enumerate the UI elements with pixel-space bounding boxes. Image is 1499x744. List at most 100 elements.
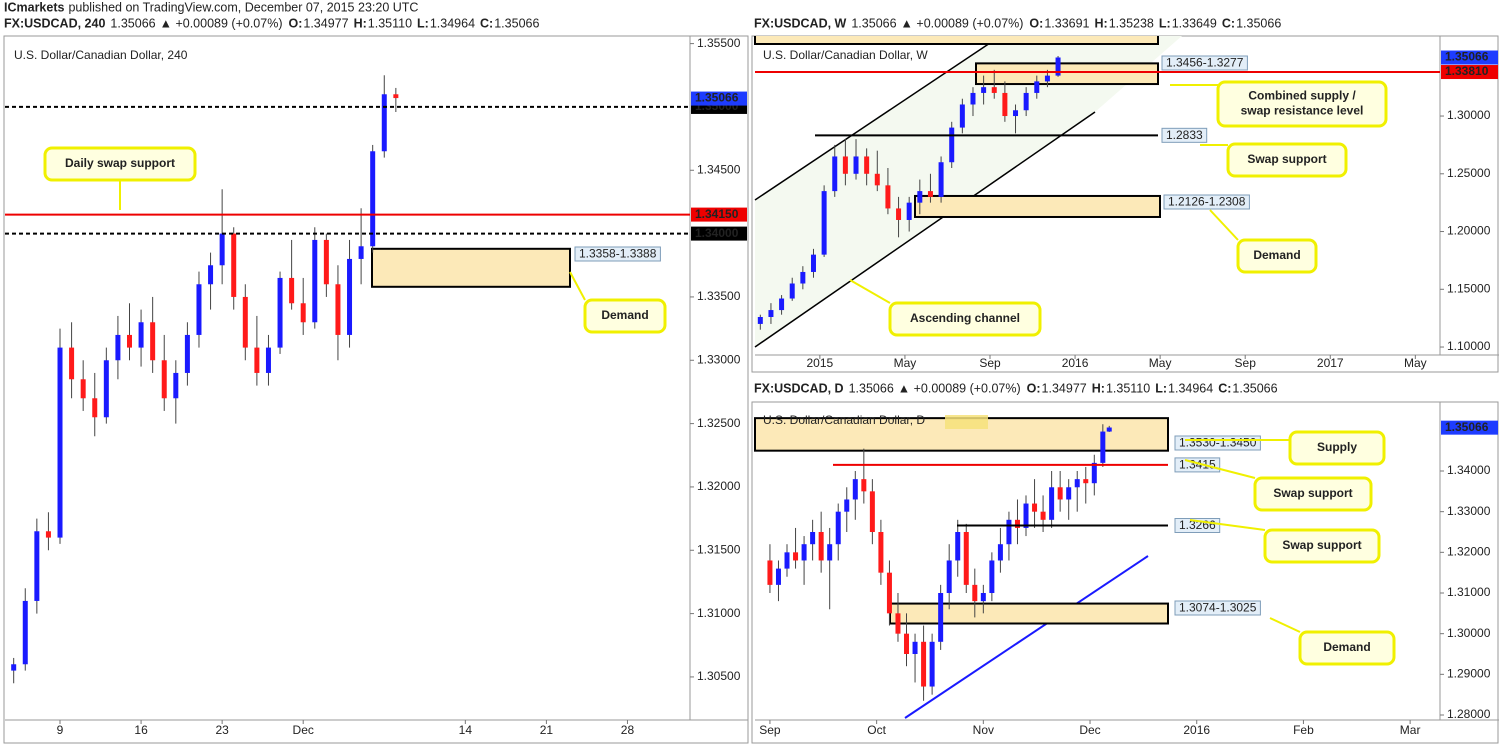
- x-tick-label: 28: [621, 723, 635, 737]
- publisher-brand: ICmarkets: [4, 0, 64, 14]
- candle-body: [835, 511, 841, 545]
- zone: [889, 602, 1169, 625]
- y-tick-label: 1.32000: [1447, 545, 1491, 559]
- trend-line: [904, 555, 1149, 719]
- candle-body: [150, 322, 156, 361]
- level-price-box: [691, 226, 747, 241]
- callout-box: [1226, 142, 1348, 178]
- y-tick-label: 1.33000: [1447, 504, 1491, 518]
- x-tick-label: May: [1404, 356, 1427, 370]
- callout-box: [1216, 80, 1388, 128]
- candle-body: [949, 127, 955, 163]
- candle-body: [1083, 479, 1089, 484]
- candle-body: [11, 664, 17, 671]
- candle-body: [912, 641, 918, 655]
- candle-body: [885, 185, 891, 209]
- y-tick-label: 1.34000: [1447, 463, 1491, 477]
- candle-body: [886, 572, 892, 614]
- last-price-label: 1.35066: [695, 91, 739, 105]
- candle-body: [980, 593, 986, 602]
- x-tick-label: May: [894, 356, 917, 370]
- zone-label-box: [1163, 194, 1250, 210]
- ohlc-label: H:: [1095, 16, 1108, 30]
- candle-body: [801, 544, 807, 561]
- y-tick-label: 1.32000: [697, 479, 741, 493]
- candle-body: [946, 560, 952, 594]
- candle-body: [991, 87, 997, 93]
- candle-body: [1032, 503, 1038, 512]
- x-tick-label: 9: [57, 723, 64, 737]
- callout-box: [1263, 528, 1381, 564]
- x-tick-label: 2017: [1317, 356, 1344, 370]
- zone-label-box: [1161, 55, 1248, 71]
- candle-body: [827, 544, 833, 561]
- change: ▲ +0.00089 (+0.07%): [901, 16, 1024, 30]
- candle-body: [1049, 487, 1055, 520]
- callout-text: Demand: [601, 308, 648, 322]
- candle-body: [92, 398, 98, 418]
- candle-body: [1066, 487, 1072, 500]
- ohlc-value: 1.33691: [1044, 16, 1089, 30]
- ohlc-value: 1.34964: [1168, 381, 1213, 395]
- ohlc-value: 1.34977: [1042, 381, 1087, 395]
- zone-label: 1.2126-1.2308: [1168, 195, 1246, 209]
- ohlc-label: L:: [1159, 16, 1171, 30]
- candle-body: [22, 600, 28, 665]
- level-price-box: [1441, 65, 1498, 80]
- ohlc-label: H:: [1092, 381, 1105, 395]
- ohlc-label: H:: [354, 16, 367, 30]
- candle-body: [219, 233, 225, 266]
- candle-body: [997, 544, 1003, 561]
- candle-body: [784, 552, 790, 569]
- candle-body: [184, 334, 190, 373]
- candle-body: [818, 532, 824, 561]
- candle-body: [938, 593, 944, 642]
- plot-area: [11, 75, 571, 684]
- x-tick-label: Mar: [1400, 723, 1421, 737]
- candle-body: [775, 568, 781, 585]
- candle-body: [265, 347, 271, 373]
- level-price-label: 1.34150: [695, 207, 739, 221]
- candle-body: [126, 334, 132, 348]
- callout-pointer: [569, 271, 586, 301]
- callout-text: Demand: [1253, 248, 1300, 262]
- y-tick-label: 1.30000: [1447, 108, 1491, 122]
- ohlc-label: L:: [1155, 381, 1167, 395]
- candle-body: [800, 271, 806, 284]
- zone: [975, 62, 1159, 86]
- ohlc-value: 1.35066: [494, 16, 539, 30]
- level-label-box: [1161, 127, 1208, 143]
- candle-body: [312, 239, 318, 323]
- candle-body: [34, 531, 40, 601]
- candle-body: [1014, 519, 1020, 528]
- price: 1.35066: [110, 16, 155, 30]
- last-price-label: 1.35066: [1445, 50, 1489, 64]
- zone: [914, 194, 1161, 218]
- candle-body: [1034, 81, 1040, 93]
- candle-body: [335, 284, 341, 335]
- callout-box: [1253, 476, 1373, 512]
- candle-body: [972, 584, 978, 602]
- candle-body: [959, 104, 965, 128]
- candle-body: [878, 532, 884, 573]
- candle-body: [853, 156, 859, 174]
- level-label: 1.3415: [1179, 458, 1216, 472]
- ohlc-value: 1.35238: [1109, 16, 1154, 30]
- callout-pointer: [849, 279, 891, 304]
- candle-body: [1006, 519, 1012, 545]
- callout-text: Ascending channel: [910, 311, 1020, 325]
- callout-text: Combined supply /: [1248, 89, 1356, 103]
- y-tick-label: 1.30500: [697, 669, 741, 683]
- x-tick-label: Dec: [293, 723, 314, 737]
- candle-body: [810, 532, 816, 545]
- candle-body: [300, 303, 306, 323]
- y-tick-label: 1.33000: [697, 352, 741, 366]
- candle-body: [242, 296, 248, 348]
- y-tick-label: 1.10000: [1447, 339, 1491, 353]
- last-price-box: [691, 91, 747, 106]
- y-tick-label: 1.20000: [1447, 224, 1491, 238]
- candle-body: [767, 560, 773, 585]
- candle-body: [323, 239, 329, 285]
- ohlc-value: 1.35110: [368, 16, 412, 30]
- candle-body: [1074, 479, 1080, 488]
